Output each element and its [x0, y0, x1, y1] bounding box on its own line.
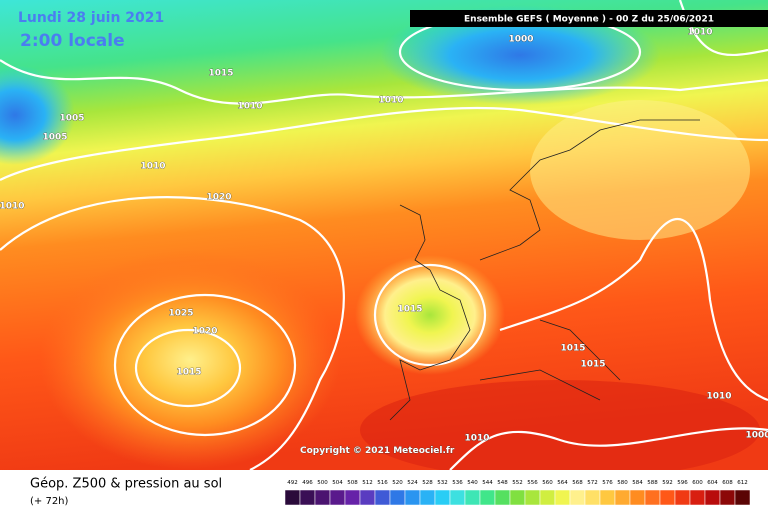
footer-lead: (+ 72h)	[30, 496, 69, 507]
legend-swatch	[419, 489, 436, 506]
isobar-label: 1010	[464, 434, 489, 444]
legend-swatch	[734, 489, 751, 506]
isobar-label: 1025	[168, 309, 193, 319]
legend-swatch	[389, 489, 406, 506]
legend-swatch	[629, 489, 646, 506]
legend-label: 500	[317, 480, 328, 486]
legend-label: 512	[362, 480, 373, 486]
legend-label: 536	[452, 480, 463, 486]
legend-label: 568	[572, 480, 583, 486]
legend-label: 516	[377, 480, 388, 486]
legend-swatch	[329, 489, 346, 506]
legend-swatch	[404, 489, 421, 506]
isobar-label: 1015	[397, 305, 422, 315]
legend-swatch	[434, 489, 451, 506]
legend-swatch	[449, 489, 466, 506]
legend-label: 604	[707, 480, 718, 486]
legend-label: 540	[467, 480, 478, 486]
legend-swatch	[659, 489, 676, 506]
isobar-label: 1010	[378, 96, 403, 106]
isobar-label: 1010	[237, 102, 262, 112]
legend-label: 560	[542, 480, 553, 486]
legend-swatch	[539, 489, 556, 506]
legend-swatch	[359, 489, 376, 506]
legend-swatch	[494, 489, 511, 506]
legend-swatch	[644, 489, 661, 506]
legend-label: 528	[422, 480, 433, 486]
legend-swatch	[314, 489, 331, 506]
legend-swatch	[479, 489, 496, 506]
legend-label: 552	[512, 480, 523, 486]
isobar-label: 1010	[687, 28, 712, 38]
legend-label: 596	[677, 480, 688, 486]
legend-label: 556	[527, 480, 538, 486]
legend-label: 612	[737, 480, 748, 486]
legend-swatch	[374, 489, 391, 506]
coastlines	[389, 119, 700, 421]
legend: 492 496 500 504 508 512 516 520 524 528 532 536 540 5…	[284, 480, 751, 506]
legend-label: 608	[722, 480, 733, 486]
legend-swatch	[599, 489, 616, 506]
isobar-label: 1010	[0, 202, 25, 212]
legend-label: 588	[647, 480, 658, 486]
legend-label: 564	[557, 480, 568, 486]
legend-swatch	[284, 489, 301, 506]
legend-label: 496	[302, 480, 313, 486]
isobar-label: 1015	[176, 368, 201, 378]
legend-label: 572	[587, 480, 598, 486]
legend-label: 600	[692, 480, 703, 486]
legend-label: 592	[662, 480, 673, 486]
date: Lundi 28 juin 2021	[18, 10, 164, 26]
local-time: 2:00 locale	[20, 31, 125, 51]
legend-label: 548	[497, 480, 508, 486]
isobar-label: 1015	[208, 69, 233, 79]
legend-swatch	[674, 489, 691, 506]
legend-swatch	[689, 489, 706, 506]
legend-swatch	[509, 489, 526, 506]
legend-label: 544	[482, 480, 493, 486]
legend-label: 584	[632, 480, 643, 486]
legend-swatch	[299, 489, 316, 506]
isobar-label: 1020	[192, 327, 217, 337]
legend-swatch	[524, 489, 541, 506]
legend-label: 580	[617, 480, 628, 486]
copyright: Copyright © 2021 Meteociel.fr	[300, 446, 455, 456]
legend-label: 520	[392, 480, 403, 486]
isobar-label: 1015	[560, 344, 585, 354]
map-background	[0, 0, 768, 480]
legend-swatch	[614, 489, 631, 506]
isobar-label: 1010	[140, 162, 165, 172]
isobar-label: 1005	[42, 133, 67, 143]
isobar-label: 1000	[745, 431, 768, 441]
legend-swatch	[704, 489, 721, 506]
isobar-label: 1020	[206, 193, 231, 203]
isobar-label: 1005	[59, 114, 84, 124]
legend-swatch	[719, 489, 736, 506]
legend-label: 532	[437, 480, 448, 486]
isobars	[0, 0, 768, 470]
legend-swatch	[344, 489, 361, 506]
legend-label: 576	[602, 480, 613, 486]
run-banner	[410, 10, 768, 27]
legend-label: 504	[332, 480, 343, 486]
legend-label: 524	[407, 480, 418, 486]
legend-swatch	[569, 489, 586, 506]
legend-swatch	[554, 489, 571, 506]
legend-label: 492	[287, 480, 298, 486]
footer-title: Géop. Z500 & pression au sol	[30, 477, 222, 492]
isobar-label: 1000	[508, 35, 533, 45]
legend-swatch	[464, 489, 481, 506]
legend-label: 508	[347, 480, 358, 486]
isobar-label: 1015	[580, 360, 605, 370]
run-info: Ensemble GEFS ( Moyenne ) - 00 Z du 25/0…	[464, 15, 714, 25]
isobar-label: 1010	[706, 392, 731, 402]
legend-swatch	[584, 489, 601, 506]
isobar-labels: 1000 1010 1015 1010 1010 1005 1005 1010 1010 1020…	[0, 27, 768, 444]
